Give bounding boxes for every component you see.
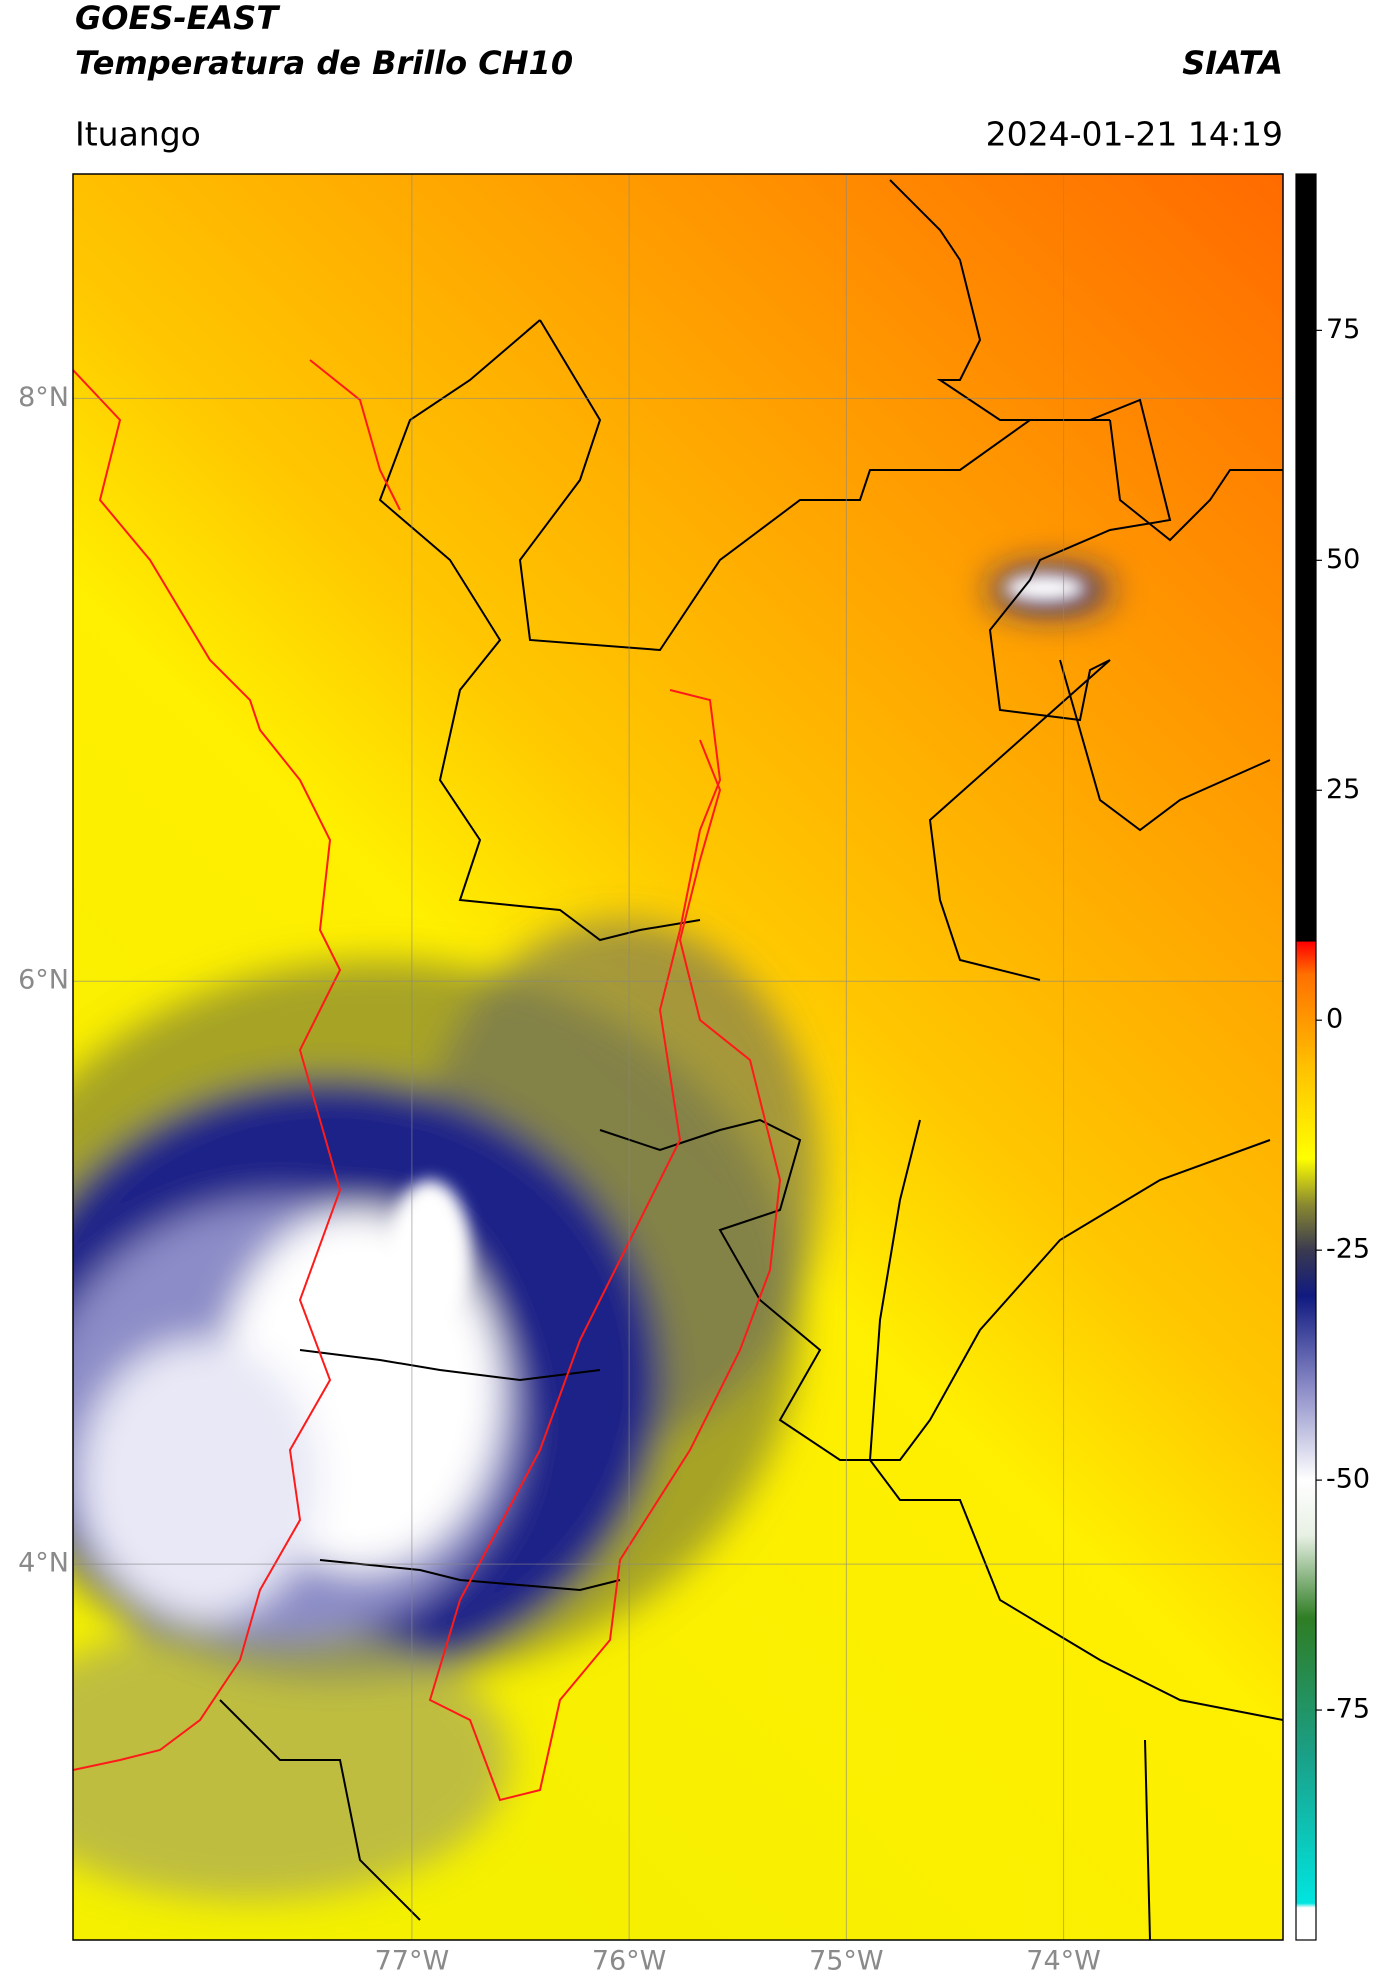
y-tick-label: 4°N [18, 1548, 69, 1579]
map-frame [72, 173, 1284, 1941]
cloud-field [73, 568, 1110, 1900]
admin-borders [219, 179, 1283, 1940]
title: GOES-EAST [75, 0, 280, 37]
colorbar-tick-label: -50 [1326, 1464, 1370, 1495]
colorbar-tick-label: 50 [1326, 544, 1360, 575]
datetime: 2024-01-21 14:19 [986, 115, 1283, 154]
source: SIATA [1182, 44, 1283, 82]
cloud-cores [390, 574, 1085, 1320]
map-image [73, 174, 1283, 1940]
y-tick-label: 8°N [18, 382, 69, 413]
x-tick-label: 74°W [1026, 1946, 1101, 1977]
colorbar [1295, 173, 1317, 1941]
subtitle: Temperatura de Brillo CH10 [75, 44, 573, 82]
colorbar-tick-label: 0 [1326, 1004, 1343, 1035]
colorbar-tick-label: -75 [1326, 1694, 1370, 1725]
y-tick-label: 6°N [18, 965, 69, 996]
colorbar-tick-label: 25 [1326, 774, 1360, 805]
x-tick-label: 76°W [592, 1946, 667, 1977]
coastline-and-basin [73, 359, 782, 1802]
x-tick-label: 75°W [809, 1946, 884, 1977]
colorbar-tick-label: -25 [1326, 1234, 1370, 1265]
x-tick-label: 77°W [375, 1946, 450, 1977]
region: Ituango [75, 115, 201, 154]
colorbar-tick-label: 75 [1326, 314, 1360, 345]
